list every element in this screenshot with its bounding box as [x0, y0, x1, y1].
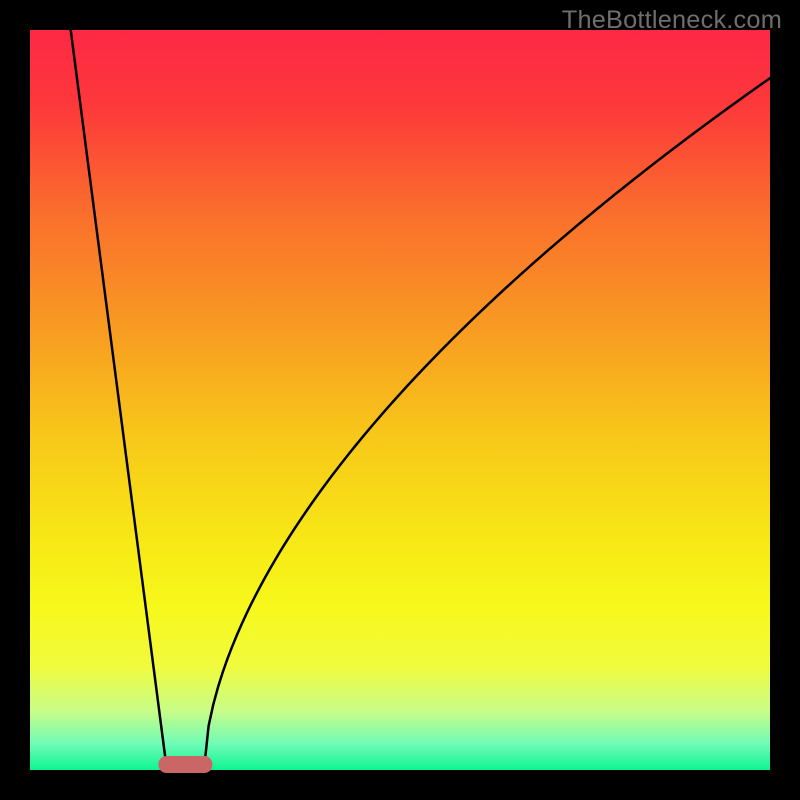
- watermark-text: TheBottleneck.com: [562, 6, 782, 35]
- chart-frame: TheBottleneck.com: [0, 0, 800, 800]
- gradient-background: [30, 30, 770, 770]
- optimum-marker: [158, 756, 212, 773]
- bottleneck-chart-svg: [0, 0, 800, 800]
